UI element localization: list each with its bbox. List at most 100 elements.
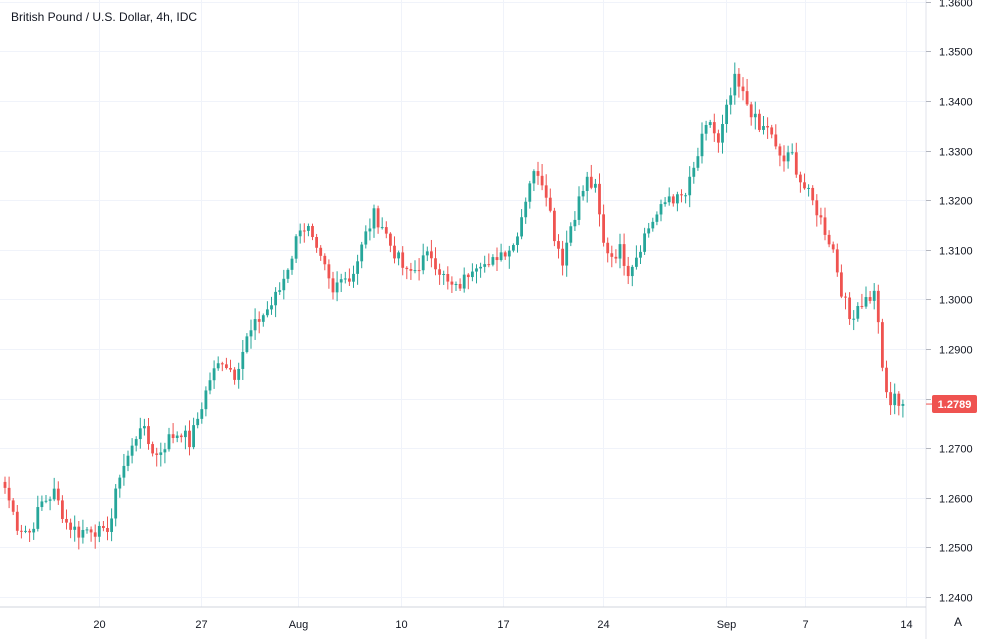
candle [380, 217, 384, 230]
candle [138, 417, 142, 449]
candle-body [528, 183, 532, 202]
candle-body [397, 252, 400, 259]
candle [89, 526, 93, 542]
candle-body [15, 511, 19, 531]
candle [676, 191, 679, 212]
candle [717, 129, 720, 153]
candle [335, 271, 339, 302]
candle-body [700, 133, 704, 157]
candle [368, 218, 372, 241]
candle [893, 383, 897, 415]
time-tick-label: 7 [802, 619, 808, 631]
candle-body [122, 465, 126, 478]
candle [3, 476, 7, 494]
candle [229, 359, 232, 373]
candle [118, 474, 122, 498]
candle-body [458, 283, 462, 289]
candle [688, 166, 692, 208]
candle-body [876, 290, 880, 323]
candle [479, 262, 482, 278]
candle [343, 271, 347, 284]
candle-body [233, 369, 236, 380]
candles [3, 62, 905, 550]
candle-body [729, 95, 733, 105]
candle-body [696, 156, 700, 168]
candle-body [389, 233, 392, 246]
candle-body [893, 393, 897, 406]
candle-body [11, 500, 15, 512]
candle-body [196, 418, 200, 426]
candle-body [32, 528, 36, 533]
candle [762, 115, 765, 135]
candle [598, 173, 601, 227]
candle [216, 356, 220, 371]
candle-body [856, 306, 860, 319]
candle-body [688, 176, 692, 196]
candle [807, 184, 810, 197]
candle [151, 441, 154, 457]
chart-title: British Pound / U.S. Dollar, 4h, IDC [11, 10, 198, 24]
candle-body [7, 487, 11, 501]
candle-body [36, 507, 40, 529]
candle [405, 266, 409, 280]
candle [860, 293, 864, 309]
candle [171, 423, 175, 444]
candle-body [20, 530, 23, 532]
candle-body [143, 426, 146, 429]
candle [237, 362, 241, 389]
price-axis[interactable]: 1.24001.25001.26001.27001.28001.29001.30… [926, 0, 973, 605]
time-tick-label: 17 [497, 619, 509, 631]
candle-body [179, 435, 183, 438]
candle-body [343, 278, 347, 280]
candle-body [184, 430, 187, 438]
candle [872, 283, 876, 310]
time-tick-label: 24 [597, 619, 609, 631]
candle [311, 223, 314, 241]
candle-body [290, 258, 294, 270]
candle-body [778, 146, 782, 156]
candle-body [643, 233, 646, 252]
candle-body [97, 525, 101, 537]
candle-body [220, 363, 224, 365]
candle-body [225, 364, 228, 368]
candle [274, 287, 277, 318]
candle-body [380, 227, 384, 229]
candle-body [167, 434, 171, 450]
candle [282, 269, 286, 300]
candle [220, 361, 224, 372]
candle [840, 264, 843, 299]
time-tick-label: 20 [93, 619, 105, 631]
time-axis[interactable]: 20 27 Aug 10 17 24 Sep 7 14 [93, 619, 912, 631]
candle [643, 227, 646, 255]
last-price-label: 1.2789 [926, 395, 977, 414]
candle-body [614, 256, 618, 259]
candle-body [253, 319, 257, 331]
candle-body [868, 297, 872, 301]
candle [573, 211, 577, 231]
candle-body [138, 428, 142, 440]
candle [737, 68, 741, 98]
candle-body [548, 197, 552, 211]
candle [24, 525, 27, 534]
candle-body [237, 368, 241, 380]
auto-scale-button[interactable]: A [946, 611, 970, 633]
candle-body [848, 297, 851, 320]
candle [753, 101, 757, 130]
candle [339, 273, 343, 293]
candle-body [85, 529, 89, 531]
candle-body [175, 435, 179, 439]
candle [65, 509, 68, 530]
candle [253, 308, 257, 340]
candle [425, 246, 429, 262]
candle [589, 164, 593, 190]
candle-body [712, 122, 716, 134]
candle-body [421, 255, 425, 271]
candle [179, 433, 183, 443]
candle [261, 313, 265, 327]
candle [249, 319, 253, 349]
candle [594, 178, 597, 193]
candle [823, 207, 827, 241]
candle [241, 339, 245, 380]
candle [204, 386, 208, 417]
